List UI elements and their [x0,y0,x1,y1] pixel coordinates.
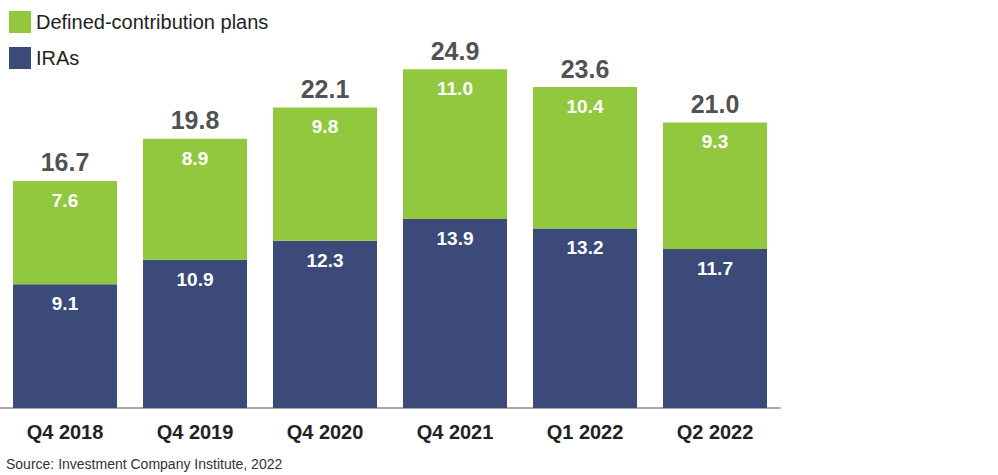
svg-text:Q4 2019: Q4 2019 [157,421,234,443]
svg-text:10.9: 10.9 [177,269,214,290]
svg-text:24.9: 24.9 [431,37,480,65]
svg-text:12.3: 12.3 [307,250,344,271]
svg-text:Q1 2022: Q1 2022 [547,421,624,443]
svg-text:Q4 2020: Q4 2020 [287,421,364,443]
svg-text:9.1: 9.1 [52,293,79,314]
svg-text:13.2: 13.2 [567,237,604,258]
svg-text:22.1: 22.1 [301,75,350,103]
svg-text:8.9: 8.9 [182,148,208,169]
svg-text:21.0: 21.0 [691,90,740,118]
svg-text:13.9: 13.9 [437,228,474,249]
svg-text:16.7: 16.7 [41,148,90,176]
svg-text:10.4: 10.4 [567,96,604,117]
svg-text:Q2 2022: Q2 2022 [677,421,754,443]
svg-text:7.6: 7.6 [52,190,78,211]
svg-text:9.3: 9.3 [702,131,728,152]
svg-text:Source: Investment Company Ins: Source: Investment Company Institute, 20… [6,456,282,472]
svg-text:11.0: 11.0 [437,78,473,99]
svg-text:Defined-contribution plans: Defined-contribution plans [36,11,268,33]
svg-text:Q4 2018: Q4 2018 [27,421,104,443]
svg-text:19.8: 19.8 [171,106,220,134]
svg-text:11.7: 11.7 [697,258,733,279]
svg-text:Q4 2021: Q4 2021 [417,421,494,443]
svg-text:9.8: 9.8 [312,116,338,137]
svg-text:23.6: 23.6 [561,55,610,83]
svg-text:IRAs: IRAs [36,47,79,69]
